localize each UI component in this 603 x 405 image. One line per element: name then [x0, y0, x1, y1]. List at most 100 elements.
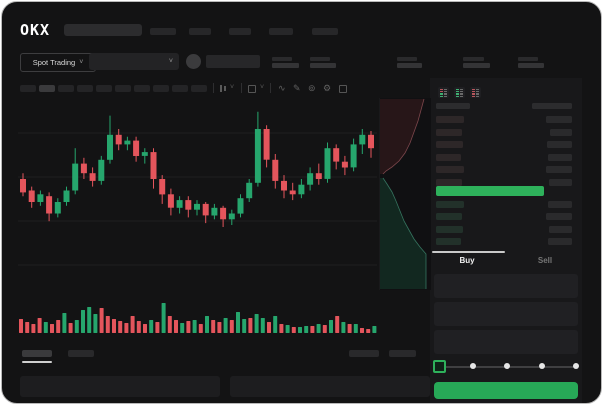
timeframe-button[interactable] — [172, 85, 188, 92]
chart-type-icon[interactable] — [220, 85, 222, 92]
icon-dash — [476, 89, 479, 91]
icon-dash — [476, 91, 479, 93]
orderbook-row-bid[interactable] — [432, 224, 580, 235]
ask-price-bar — [436, 141, 463, 148]
timeframe-button[interactable] — [153, 85, 169, 92]
timeframe-button[interactable] — [58, 85, 74, 92]
indicator-icon[interactable] — [248, 85, 256, 93]
chevron-down-icon[interactable]: ˅ — [230, 84, 235, 91]
wave-line-icon[interactable]: ∿ — [278, 83, 286, 93]
timeframe-button[interactable] — [115, 85, 131, 92]
timeframe-button[interactable] — [77, 85, 93, 92]
icon-dash — [460, 91, 463, 93]
bid-amount-bar — [546, 213, 572, 221]
fullscreen-icon[interactable] — [339, 85, 347, 93]
bottom-toolbar-item[interactable] — [349, 350, 379, 357]
draw-pencil-icon[interactable]: ✎ — [293, 83, 301, 93]
bottom-toolbar-item[interactable] — [389, 350, 416, 357]
pair-selector-dropdown[interactable]: ˅ — [89, 53, 179, 70]
bid-price-bar — [436, 201, 464, 208]
orderbook-view-combined-icon[interactable] — [438, 87, 449, 98]
bottom-tab[interactable] — [68, 350, 94, 357]
settings-gear-icon[interactable]: ⚙ — [323, 83, 332, 93]
orderbook-view-bids-icon[interactable] — [454, 87, 465, 98]
ask-amount-bar — [550, 128, 572, 136]
orderbook-row-ask[interactable] — [432, 139, 580, 150]
icon-dash — [440, 89, 443, 91]
chevron-down-icon: ˅ — [168, 58, 173, 65]
ask-price-bar — [436, 116, 464, 123]
icon-dash — [460, 95, 463, 97]
ask-amount-bar — [547, 141, 572, 148]
nav-item[interactable] — [229, 28, 251, 35]
slider-stop[interactable] — [504, 363, 510, 369]
orderbook-row-bid[interactable] — [432, 199, 580, 210]
orderbook-row-ask[interactable] — [432, 152, 580, 163]
ticker-stat-label — [272, 57, 292, 61]
ticker-stat-label — [463, 57, 484, 61]
bid-price-bar — [436, 225, 463, 233]
header-action-button[interactable] — [206, 55, 260, 68]
last-price-bar — [436, 186, 544, 196]
market-type-dropdown[interactable]: Spot Trading ˅ — [20, 53, 96, 72]
icon-dash — [472, 95, 475, 97]
nav-item[interactable] — [150, 28, 176, 35]
icon-dash — [460, 89, 463, 91]
avatar[interactable] — [186, 54, 201, 69]
orderbook-view-asks-icon[interactable] — [470, 87, 481, 98]
orderbook-row-ask[interactable] — [432, 177, 580, 188]
timeframe-button[interactable] — [20, 85, 36, 92]
orderbook-row-ask[interactable] — [432, 127, 580, 138]
ticker-stat-label — [518, 57, 538, 61]
orderbook-row-ask[interactable] — [432, 164, 580, 175]
icon-dash — [440, 93, 443, 95]
toolbar-divider — [213, 83, 214, 93]
slider-stop[interactable] — [538, 363, 545, 369]
timeframe-button[interactable] — [134, 85, 150, 92]
slider-stop[interactable] — [469, 363, 476, 369]
icon-dash — [440, 95, 443, 97]
market-type-label: Spot Trading — [32, 58, 76, 67]
ask-amount-bar — [546, 116, 572, 123]
bottom-active-tab-underline — [22, 361, 52, 363]
price-chart-canvas[interactable] — [16, 98, 378, 334]
order-form-field[interactable] — [434, 330, 578, 354]
orderbook-row-ask[interactable] — [432, 114, 580, 125]
order-form-field[interactable] — [434, 302, 578, 326]
icon-dash — [444, 91, 447, 93]
nav-item[interactable] — [312, 28, 338, 35]
icon-dash — [444, 89, 447, 91]
icon-dash — [460, 93, 463, 95]
buy-submit-button[interactable] — [434, 382, 578, 399]
ticker-stat-value — [397, 63, 422, 68]
slider-handle[interactable] — [433, 360, 446, 373]
orderbook-column-header — [532, 103, 572, 109]
orderbook-row-bid[interactable] — [432, 211, 580, 222]
ticker-stat-value — [310, 63, 336, 68]
tab-buy[interactable]: Buy — [459, 256, 475, 265]
timeframe-button[interactable] — [96, 85, 112, 92]
slider-stop[interactable] — [573, 363, 579, 369]
timeframe-button[interactable] — [39, 85, 55, 92]
depth-overlay[interactable] — [379, 98, 431, 290]
ask-price-bar — [436, 178, 462, 186]
chart-type-icon[interactable] — [224, 86, 226, 91]
bid-price-bar — [436, 238, 461, 246]
nav-item[interactable] — [189, 28, 211, 35]
toolbar-divider — [270, 83, 271, 93]
chevron-down-icon[interactable]: ˅ — [260, 84, 265, 91]
camera-icon[interactable]: ⊚ — [308, 83, 316, 93]
nav-item[interactable] — [269, 28, 293, 35]
ask-price-bar — [436, 153, 461, 161]
ticker-stat-value — [463, 63, 490, 68]
orderbook-row-bid[interactable] — [432, 236, 580, 247]
bottom-tab[interactable] — [22, 350, 52, 357]
ask-amount-bar — [546, 166, 572, 173]
order-form-field[interactable] — [434, 274, 578, 298]
ticker-stat-value — [272, 63, 299, 68]
timeframe-button[interactable] — [191, 85, 207, 92]
icon-dash — [440, 91, 443, 93]
ticker-stat-label — [310, 57, 330, 61]
search-input[interactable] — [64, 24, 142, 36]
tab-sell[interactable]: Sell — [537, 256, 553, 265]
